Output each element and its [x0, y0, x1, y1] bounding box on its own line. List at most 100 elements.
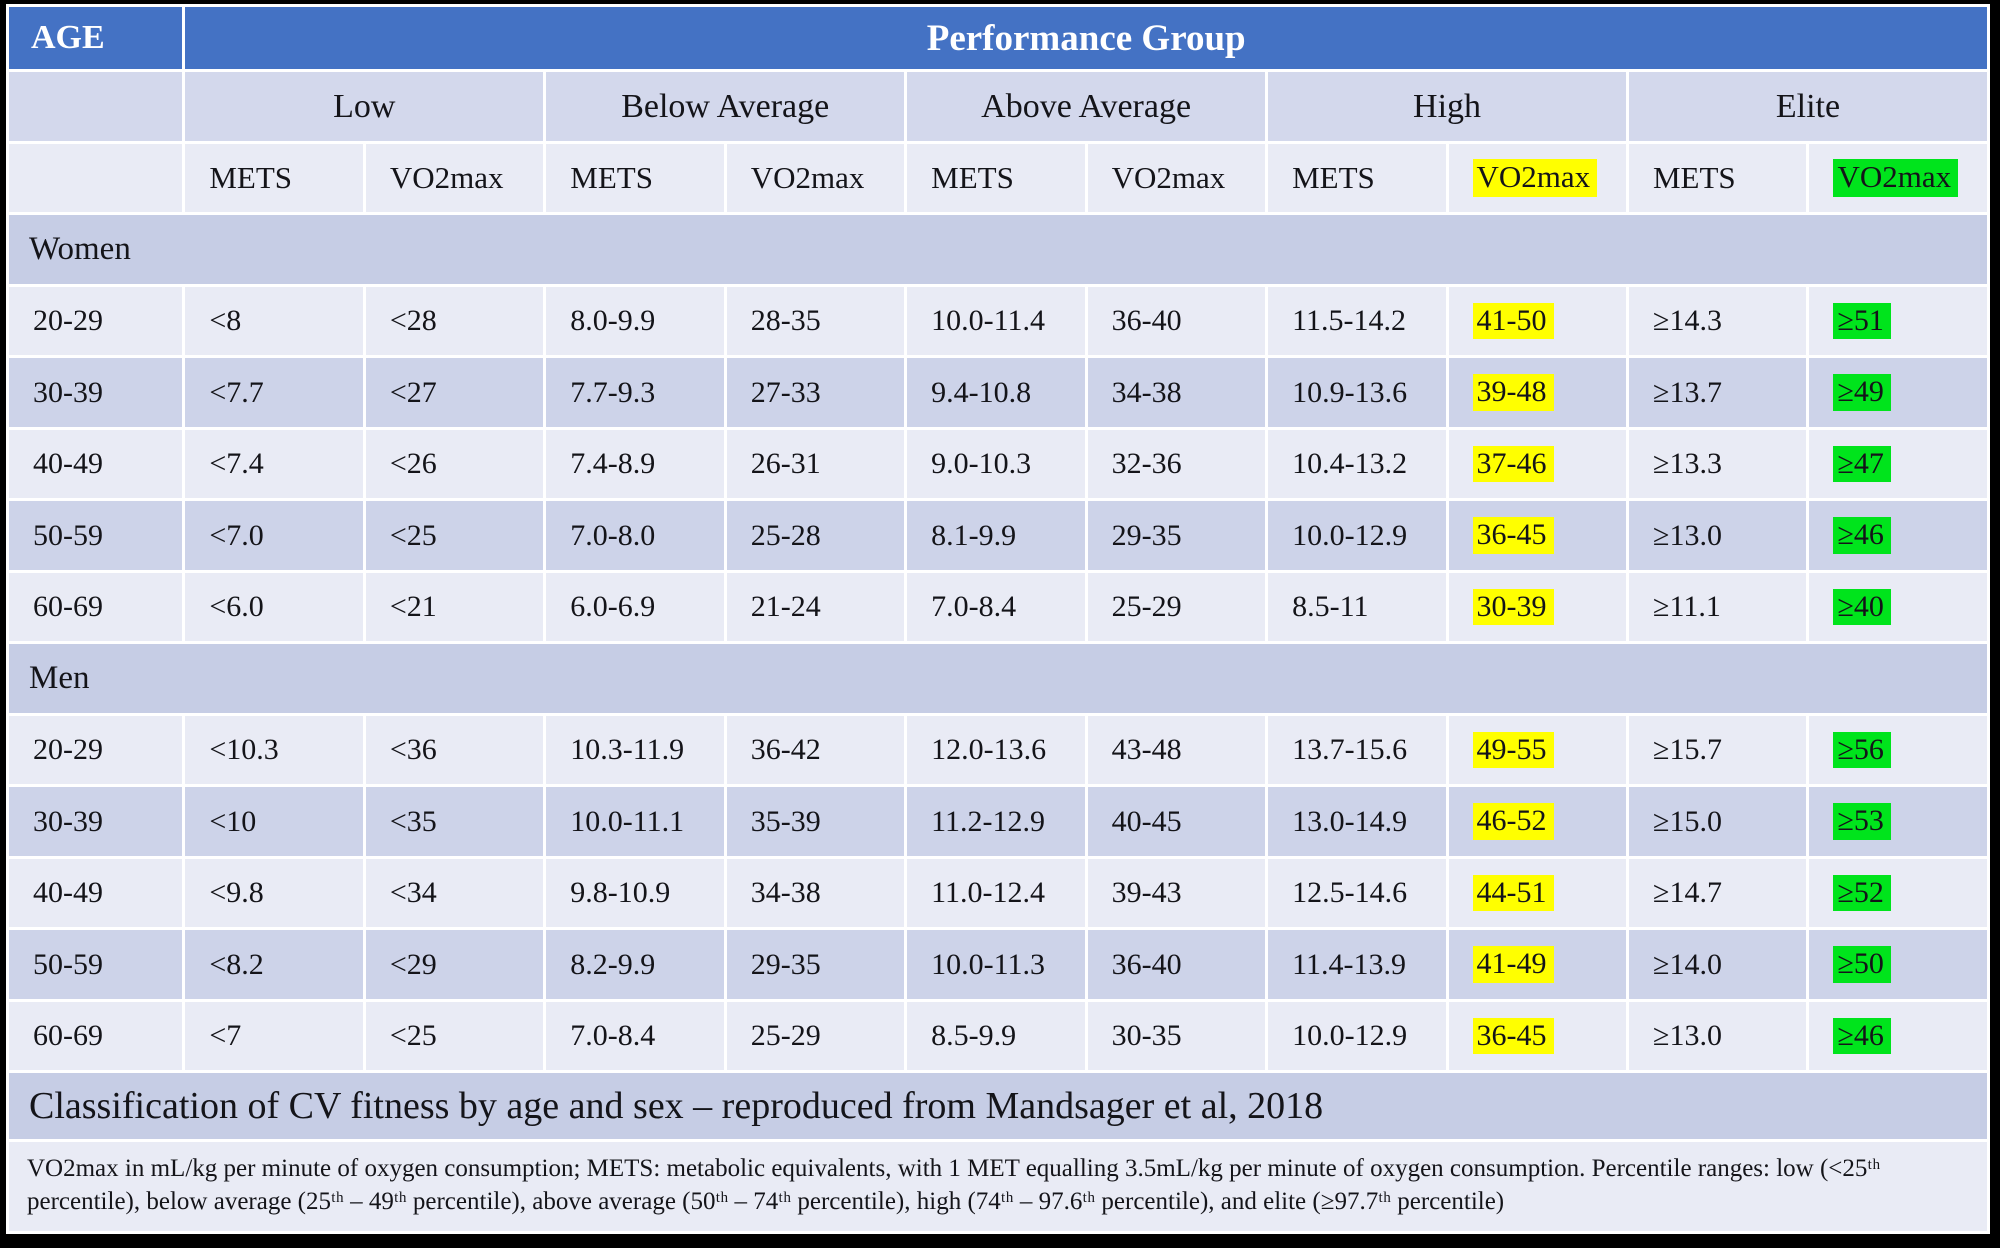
value-cell: 7.0-8.4 [907, 572, 1085, 642]
value-cell: 49-55 [1448, 715, 1626, 785]
value-cell: <29 [365, 930, 544, 999]
value-cell: 8.5-9.9 [907, 1001, 1085, 1071]
value-cell: 10.4-13.2 [1268, 429, 1446, 499]
section-header-row: Men [9, 644, 1987, 713]
value-cell: <10.3 [185, 715, 363, 785]
table-row: 20-29 <10.3 <36 10.3-11.9 36-42 12.0-13.6 43-4… [9, 715, 1987, 785]
sub-header-vo2max: VO2max [1448, 143, 1626, 213]
section-header-row: Women [9, 215, 1987, 284]
age-cell: 60-69 [9, 1001, 183, 1071]
value-cell: 7.0-8.4 [546, 1001, 724, 1071]
table-frame: AGE Performance Group Low Below Average … [6, 4, 1990, 1234]
table-footnote: VO2max in mL/kg per minute of oxygen con… [9, 1142, 1987, 1231]
value-cell: <36 [365, 715, 544, 785]
value-cell: 40-45 [1087, 787, 1266, 856]
sub-header-vo2max: VO2max [1087, 143, 1266, 213]
value-cell: 39-43 [1087, 858, 1266, 928]
highlighted-value: ≥49 [1833, 374, 1891, 411]
value-cell: 26-31 [726, 429, 905, 499]
value-cell: ≥13.7 [1628, 358, 1807, 427]
value-cell: ≥13.0 [1628, 501, 1807, 570]
table-row: 50-59 <7.0 <25 7.0-8.0 25-28 8.1-9.9 29-35 10.0… [9, 501, 1987, 570]
value-cell: 43-48 [1087, 715, 1266, 785]
value-cell: 8.0-9.9 [546, 286, 724, 356]
cv-fitness-table: AGE Performance Group Low Below Average … [6, 4, 1990, 1234]
highlighted-value: ≥50 [1833, 946, 1891, 983]
highlighted-value: 30-39 [1472, 588, 1554, 626]
value-cell: 10.0-11.3 [907, 930, 1085, 999]
value-cell: 36-45 [1448, 1001, 1626, 1071]
value-cell: 30-39 [1448, 572, 1626, 642]
table-caption: Classification of CV fitness by age and … [9, 1073, 1987, 1140]
value-cell: 10.0-12.9 [1268, 501, 1446, 570]
value-cell: 25-29 [726, 1001, 905, 1071]
value-cell: 11.0-12.4 [907, 858, 1085, 928]
highlighted-value: 44-51 [1472, 874, 1554, 912]
value-cell: ≥49 [1809, 358, 1987, 427]
table-row: 60-69 <7 <25 7.0-8.4 25-29 8.5-9.9 30-35 10.0-1… [9, 1001, 1987, 1071]
footer-rows: Classification of CV fitness by age and … [9, 1073, 1987, 1231]
section-label: Women [9, 215, 1987, 284]
highlighted-value: ≥56 [1833, 731, 1891, 769]
value-cell: <25 [365, 1001, 544, 1071]
value-cell: <7.7 [185, 358, 363, 427]
table-row: 30-39 <7.7 <27 7.7-9.3 27-33 9.4-10.8 34-38 10.… [9, 358, 1987, 427]
value-cell: 10.0-11.1 [546, 787, 724, 856]
value-cell: <25 [365, 501, 544, 570]
highlighted-value: 49-55 [1472, 731, 1554, 769]
value-cell: <28 [365, 286, 544, 356]
value-cell: 6.0-6.9 [546, 572, 724, 642]
value-cell: 44-51 [1448, 858, 1626, 928]
performance-group-header: Performance Group [185, 7, 1987, 70]
sub-header-row: METS VO2max METS VO2max METS VO2max METS VO2max… [9, 143, 1987, 213]
value-cell: 27-33 [726, 358, 905, 427]
sub-row-spacer [9, 143, 183, 213]
value-cell: ≥51 [1809, 286, 1987, 356]
value-cell: ≥56 [1809, 715, 1987, 785]
value-cell: <27 [365, 358, 544, 427]
value-cell: <26 [365, 429, 544, 499]
table-row: 20-29 <8 <28 8.0-9.9 28-35 10.0-11.4 36-40 11.5… [9, 286, 1987, 356]
value-cell: ≥15.7 [1628, 715, 1807, 785]
table-row: 30-39 <10 <35 10.0-11.1 35-39 11.2-12.9 40-45 1… [9, 787, 1987, 856]
highlighted-value: ≥51 [1833, 302, 1891, 340]
value-cell: 8.1-9.9 [907, 501, 1085, 570]
value-cell: <7.4 [185, 429, 363, 499]
value-cell: 7.4-8.9 [546, 429, 724, 499]
sub-header-mets: METS [546, 143, 724, 213]
table-row: 40-49 <7.4 <26 7.4-8.9 26-31 9.0-10.3 32-36 10.… [9, 429, 1987, 499]
highlighted-value: 36-45 [1472, 517, 1554, 554]
value-cell: <21 [365, 572, 544, 642]
value-cell: 37-46 [1448, 429, 1626, 499]
sub-header-vo2max: VO2max [1809, 143, 1987, 213]
age-cell: 60-69 [9, 572, 183, 642]
highlighted-value: ≥40 [1833, 588, 1891, 626]
caption-row: Classification of CV fitness by age and … [9, 1073, 1987, 1140]
value-cell: 29-35 [726, 930, 905, 999]
sub-header-mets: METS [185, 143, 363, 213]
value-cell: ≥14.0 [1628, 930, 1807, 999]
value-cell: 25-28 [726, 501, 905, 570]
value-cell: ≥53 [1809, 787, 1987, 856]
value-cell: 36-42 [726, 715, 905, 785]
highlighted-value: ≥46 [1833, 1017, 1891, 1055]
value-cell: 11.2-12.9 [907, 787, 1085, 856]
value-cell: ≥46 [1809, 501, 1987, 570]
value-cell: ≥13.0 [1628, 1001, 1807, 1071]
highlighted-value: ≥47 [1833, 445, 1891, 483]
value-cell: ≥14.3 [1628, 286, 1807, 356]
group-names-row: Low Below Average Above Average High Eli… [9, 72, 1987, 141]
value-cell: 11.5-14.2 [1268, 286, 1446, 356]
value-cell: 36-40 [1087, 930, 1266, 999]
section-label: Men [9, 644, 1987, 713]
age-cell: 20-29 [9, 286, 183, 356]
group-row-spacer [9, 72, 183, 141]
value-cell: 10.9-13.6 [1268, 358, 1446, 427]
sub-header-mets: METS [907, 143, 1085, 213]
footnote-row: VO2max in mL/kg per minute of oxygen con… [9, 1142, 1987, 1231]
value-cell: 34-38 [1087, 358, 1266, 427]
value-cell: <7 [185, 1001, 363, 1071]
value-cell: 21-24 [726, 572, 905, 642]
value-cell: 8.2-9.9 [546, 930, 724, 999]
value-cell: <8 [185, 286, 363, 356]
